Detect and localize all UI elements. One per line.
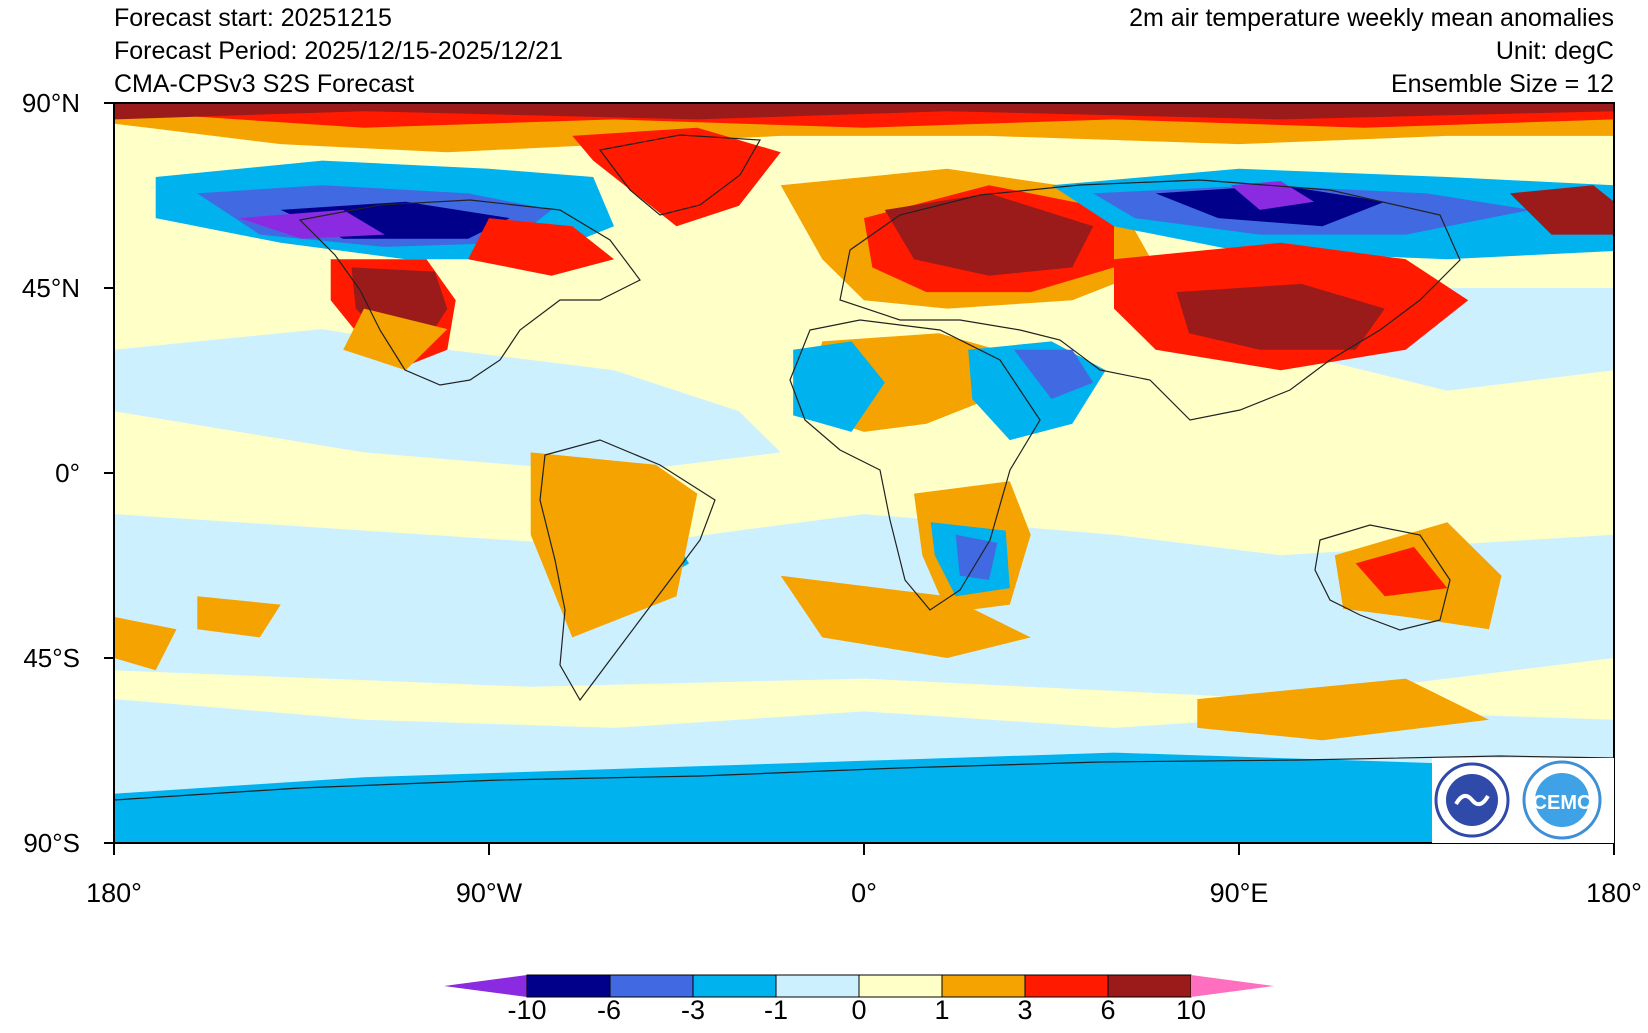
colorbar-swatch <box>609 974 694 998</box>
anomaly-region-cold <box>793 341 885 432</box>
lat-label-0: 0° <box>55 458 80 488</box>
svg-text:CEMC: CEMC <box>1533 792 1592 814</box>
colorbar-min-triangle <box>444 975 527 997</box>
anomaly-region-very-warm <box>1176 283 1385 350</box>
colorbar-label: 1 <box>934 995 950 1025</box>
anomaly-region-extreme-cold <box>239 209 385 239</box>
cemc-logo: CEMC <box>1512 758 1614 843</box>
model-name: CMA-CPSv3 S2S Forecast <box>114 70 415 98</box>
forecast-info: Forecast start: 20251215 Forecast Period… <box>114 2 563 101</box>
lon-label-90e: 90°E <box>1209 878 1269 908</box>
colorbar-swatch <box>775 974 860 998</box>
anomaly-region-warm <box>343 308 448 371</box>
forecast-period: Forecast Period: 2025/12/15-2025/12/21 <box>114 37 563 65</box>
colorbar-label: -6 <box>596 995 621 1025</box>
anomaly-region-light-cold <box>114 329 781 473</box>
colorbar-label: -1 <box>763 995 788 1025</box>
lat-label-45s: 45°S <box>23 643 80 673</box>
anomaly-region-warm <box>1197 678 1489 741</box>
coast-eurasia <box>839 179 1461 421</box>
coastlines <box>114 134 1614 801</box>
anomaly-region-warmer <box>468 218 614 276</box>
anomaly-region-warm <box>197 596 281 638</box>
colorbar-label: 6 <box>1100 995 1116 1025</box>
anomaly-region-very-warm <box>1509 185 1614 235</box>
anomaly-region-cold <box>114 752 1614 843</box>
anomaly-fields <box>114 103 1614 843</box>
coast-south-america <box>539 439 716 702</box>
variable-info: 2m air temperature weekly mean anomalies… <box>1129 2 1614 101</box>
colorbar-label: 0 <box>851 995 867 1025</box>
cma-logo <box>1432 758 1512 843</box>
colorbar-label: -10 <box>507 995 547 1025</box>
ensemble-size: Ensemble Size = 12 <box>1390 70 1614 98</box>
coast-greenland <box>598 134 761 216</box>
coast-north-america <box>298 199 641 386</box>
colorbar-max-triangle <box>1191 975 1274 997</box>
colorbar-swatch <box>1107 974 1192 998</box>
variable-title: 2m air temperature weekly mean anomalies <box>1129 4 1614 32</box>
coast-africa <box>789 319 1041 611</box>
colorbar-label: 10 <box>1175 995 1207 1025</box>
axis-ticks <box>104 102 1615 855</box>
lon-label-180e: 180° <box>1586 878 1642 908</box>
anomaly-region-warm <box>780 575 1031 658</box>
lat-label-45n: 45°N <box>21 273 80 303</box>
lat-label-90s: 90°S <box>23 828 80 858</box>
colorbar-swatch <box>526 974 611 998</box>
anomaly-region-very-warm <box>884 193 1094 276</box>
anomaly-region-colder <box>1014 349 1094 399</box>
anomaly-region-warm <box>114 616 177 671</box>
lon-label-0: 0° <box>851 878 877 908</box>
lon-label-90w: 90°W <box>455 878 523 908</box>
colorbar-label: -3 <box>680 995 705 1025</box>
anomaly-region-warm <box>530 452 698 638</box>
colorbar-swatch <box>1024 974 1109 998</box>
anomaly-region-warmer <box>1355 547 1448 597</box>
lon-label-180w: 180° <box>86 878 142 908</box>
anomaly-region-extreme-cold <box>1230 181 1314 210</box>
colorbar-swatch <box>858 974 943 998</box>
anomaly-region-warmer <box>572 127 781 227</box>
colorbar-swatch <box>941 974 1026 998</box>
forecast-start: Forecast start: 20251215 <box>114 4 392 32</box>
unit-label: Unit: degC <box>1495 37 1614 65</box>
lat-label-90n: 90°N <box>21 88 80 118</box>
coast-antarctica <box>114 755 1614 801</box>
colorbar-label: 3 <box>1017 995 1033 1025</box>
colorbar-swatch <box>692 974 777 998</box>
coast-australia <box>1314 524 1451 631</box>
anomaly-region-very-warm <box>114 103 1614 120</box>
colorbar <box>444 974 1274 998</box>
